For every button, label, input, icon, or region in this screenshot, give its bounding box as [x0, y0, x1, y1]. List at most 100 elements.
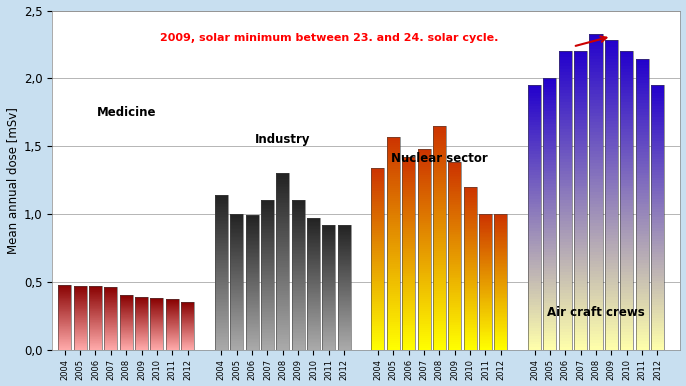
- Bar: [230, 239, 244, 240]
- Bar: [322, 231, 335, 232]
- Bar: [150, 316, 163, 317]
- Bar: [559, 314, 572, 317]
- Bar: [135, 330, 148, 331]
- Bar: [589, 141, 602, 144]
- Bar: [230, 269, 244, 271]
- Bar: [635, 109, 648, 112]
- Bar: [479, 252, 492, 253]
- Bar: [150, 343, 163, 344]
- Bar: [387, 260, 400, 262]
- Bar: [230, 281, 244, 282]
- Bar: [73, 307, 86, 308]
- Bar: [166, 327, 179, 328]
- Bar: [605, 124, 618, 127]
- Bar: [215, 213, 228, 215]
- Bar: [387, 145, 400, 147]
- Bar: [371, 293, 384, 295]
- Bar: [135, 318, 148, 319]
- Bar: [387, 339, 400, 341]
- Bar: [620, 320, 633, 323]
- Bar: [402, 282, 415, 284]
- Bar: [635, 201, 648, 205]
- Bar: [276, 198, 289, 200]
- Bar: [559, 332, 572, 335]
- Bar: [215, 302, 228, 303]
- Bar: [307, 321, 320, 322]
- Bar: [543, 111, 556, 113]
- Bar: [402, 259, 415, 261]
- Bar: [119, 329, 132, 330]
- Bar: [215, 198, 228, 200]
- Bar: [651, 146, 664, 149]
- Bar: [58, 327, 71, 328]
- Bar: [448, 200, 461, 202]
- Bar: [402, 201, 415, 203]
- Bar: [479, 295, 492, 297]
- Bar: [574, 117, 587, 120]
- Bar: [276, 230, 289, 232]
- Bar: [589, 49, 602, 52]
- Bar: [261, 260, 274, 262]
- Bar: [215, 347, 228, 348]
- Bar: [574, 138, 587, 141]
- Bar: [371, 279, 384, 281]
- Bar: [307, 251, 320, 252]
- Bar: [89, 286, 102, 287]
- Bar: [651, 204, 664, 207]
- Bar: [292, 202, 305, 203]
- Bar: [230, 284, 244, 286]
- Bar: [574, 141, 587, 144]
- Bar: [448, 207, 461, 209]
- Bar: [620, 254, 633, 257]
- Bar: [230, 287, 244, 289]
- Bar: [543, 271, 556, 274]
- Bar: [543, 241, 556, 244]
- Bar: [261, 242, 274, 244]
- Bar: [402, 276, 415, 278]
- Bar: [479, 214, 492, 350]
- Bar: [371, 290, 384, 291]
- Bar: [574, 197, 587, 200]
- Bar: [402, 251, 415, 253]
- Bar: [276, 332, 289, 334]
- Bar: [307, 289, 320, 290]
- Bar: [495, 286, 508, 287]
- Bar: [215, 286, 228, 288]
- Bar: [89, 348, 102, 349]
- Bar: [387, 196, 400, 198]
- Bar: [307, 223, 320, 225]
- Bar: [495, 310, 508, 312]
- Bar: [635, 213, 648, 216]
- Bar: [433, 238, 446, 240]
- Bar: [543, 133, 556, 135]
- Bar: [387, 277, 400, 279]
- Bar: [371, 253, 384, 255]
- Bar: [261, 223, 274, 224]
- Bar: [322, 264, 335, 265]
- Bar: [135, 327, 148, 328]
- Bar: [292, 338, 305, 339]
- Bar: [322, 311, 335, 312]
- Bar: [181, 345, 194, 346]
- Bar: [495, 287, 508, 289]
- Bar: [119, 322, 132, 323]
- Bar: [181, 341, 194, 342]
- Bar: [215, 323, 228, 325]
- Bar: [371, 277, 384, 279]
- Bar: [589, 195, 602, 198]
- Bar: [479, 343, 492, 344]
- Bar: [495, 221, 508, 222]
- Bar: [589, 340, 602, 343]
- Bar: [402, 273, 415, 274]
- Bar: [402, 238, 415, 240]
- Bar: [620, 164, 633, 168]
- Bar: [574, 164, 587, 168]
- Bar: [559, 135, 572, 138]
- Bar: [338, 317, 351, 318]
- Bar: [371, 295, 384, 297]
- Bar: [559, 84, 572, 87]
- Bar: [543, 78, 556, 81]
- Bar: [651, 230, 664, 233]
- Bar: [651, 241, 664, 244]
- Bar: [433, 153, 446, 155]
